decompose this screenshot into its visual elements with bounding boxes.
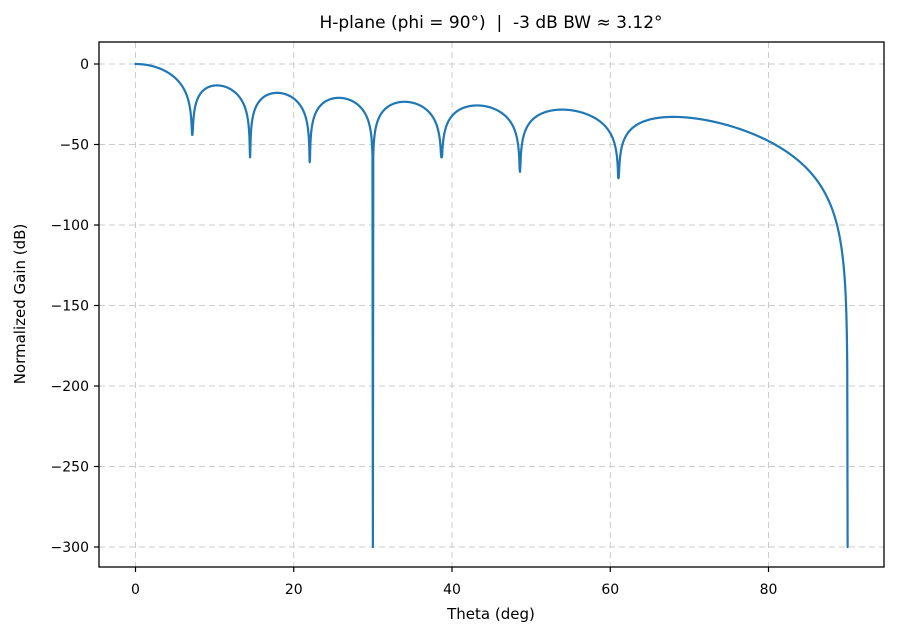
y-tick-label: −300 <box>51 540 89 556</box>
y-tick-label: −200 <box>51 379 89 395</box>
x-tick-label: 20 <box>285 582 303 598</box>
x-tick-label: 80 <box>760 582 778 598</box>
y-tick-label: −250 <box>51 460 89 476</box>
y-tick-label: −100 <box>51 218 89 234</box>
gain-curve <box>134 62 849 549</box>
grid-layer <box>99 42 884 567</box>
y-axis-label: Normalized Gain (dB) <box>11 224 29 385</box>
y-tick-label: 0 <box>80 57 89 73</box>
x-tick-label: 60 <box>601 582 619 598</box>
x-axis-label: Theta (deg) <box>446 605 535 623</box>
x-tick-label: 40 <box>443 582 461 598</box>
y-tick-label: −150 <box>51 299 89 315</box>
tick-layer: 0 20 40 60 80 0 −50 −100 −150 −200 −250 −300 <box>51 57 778 598</box>
plot-title: H-plane (phi = 90°) | -3 dB BW ≈ 3.12° <box>319 13 662 33</box>
curve-layer <box>134 62 849 549</box>
x-tick-label: 0 <box>131 582 140 598</box>
plot-frame <box>98 41 885 568</box>
y-tick-label: −50 <box>59 138 89 154</box>
